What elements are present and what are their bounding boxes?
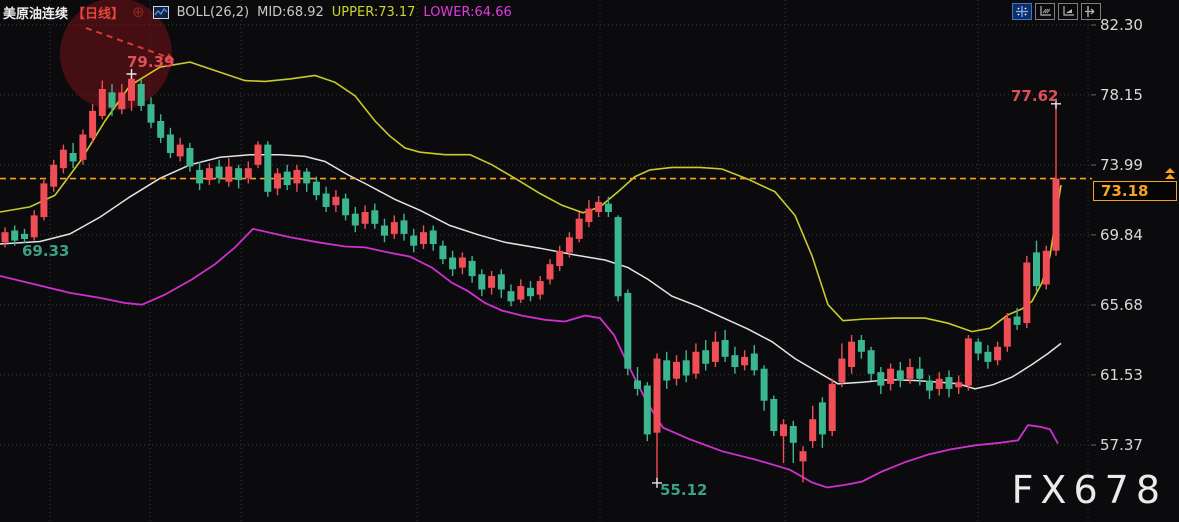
add-to-watchlist-icon[interactable]: ⊕ [132, 2, 145, 21]
boll-mid-value: MID:68.92 [257, 4, 324, 20]
current-price-box: 73.18 [1093, 181, 1177, 201]
chart-header: 美原油连续 【日线】 ⊕ BOLL(26,2) MID:68.92 UPPER:… [3, 2, 512, 22]
boll-lower-value: LOWER:64.66 [423, 4, 512, 20]
axis-label: 65.68 [1100, 296, 1143, 314]
price-up-marker-icon [1165, 168, 1177, 180]
price-axis-scale-button[interactable] [1035, 3, 1055, 20]
annotation-left-low: 69.33 [22, 242, 70, 260]
watermark-logo: FX678 [1011, 468, 1167, 512]
axis-label: 57.37 [1100, 436, 1143, 454]
chart-toolbar [1012, 3, 1101, 20]
pan-to-latest-button[interactable] [1081, 3, 1101, 20]
axis-label: 69.84 [1100, 226, 1143, 244]
mini-chart-icon[interactable] [152, 5, 169, 19]
annotation-bottom-low: 55.12 [660, 481, 708, 499]
period-label: 【日线】 [72, 6, 125, 22]
time-axis-scale-button[interactable] [1058, 3, 1078, 20]
boll-upper-value: UPPER:73.17 [331, 4, 416, 20]
axis-label: 78.15 [1100, 86, 1143, 104]
axis-label: 61.53 [1100, 366, 1143, 384]
axis-label: 73.99 [1100, 156, 1143, 174]
crosshair-tool-button[interactable] [1012, 3, 1032, 20]
annotation-right-high: 77.62 [1011, 87, 1059, 105]
annotation-peak-high: 79.39 [127, 53, 175, 71]
symbol-name: 美原油连续 [3, 6, 69, 22]
axis-label: 82.30 [1100, 16, 1143, 34]
indicator-label: BOLL(26,2) [176, 4, 250, 20]
